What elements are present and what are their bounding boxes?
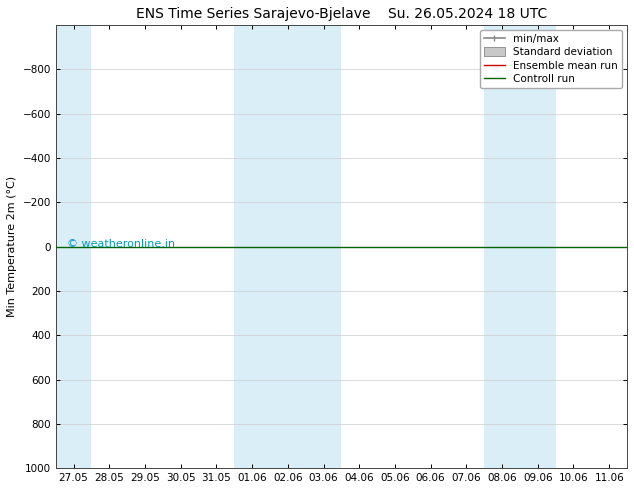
Bar [484, 25, 520, 468]
Title: ENS Time Series Sarajevo-Bjelave    Su. 26.05.2024 18 UTC: ENS Time Series Sarajevo-Bjelave Su. 26.… [136, 7, 547, 21]
Bar [306, 25, 341, 468]
Text: © weatheronline.in: © weatheronline.in [67, 239, 175, 249]
Bar [235, 25, 270, 468]
Y-axis label: Min Temperature 2m (°C): Min Temperature 2m (°C) [7, 176, 17, 317]
Bar [270, 25, 306, 468]
Bar [520, 25, 555, 468]
Legend: min/max, Standard deviation, Ensemble mean run, Controll run: min/max, Standard deviation, Ensemble me… [479, 30, 622, 88]
Bar [56, 25, 91, 468]
